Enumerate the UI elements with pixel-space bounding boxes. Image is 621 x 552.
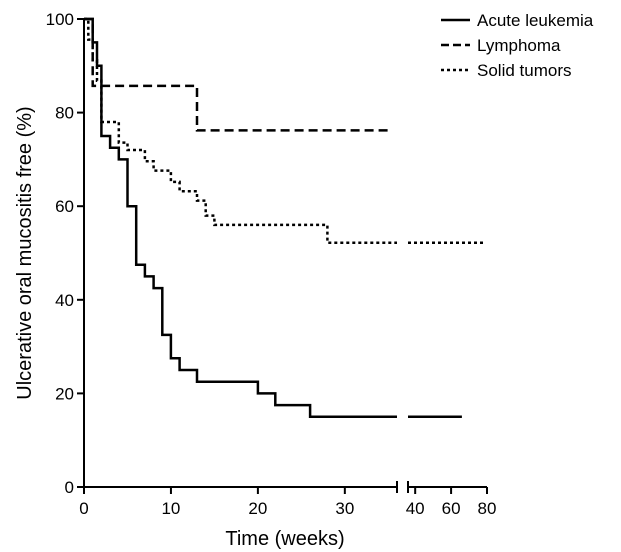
x-axis-title: Time (weeks) [225,528,344,550]
series-line-lymphoma [84,17,389,132]
x-tick-label: 30 [335,499,354,518]
x-tick-label: 40 [406,499,425,518]
x-tick-label: 0 [79,499,88,518]
series-lines [84,17,484,419]
series-line-solid-tumors [84,17,484,244]
legend-label: Lymphoma [477,36,561,55]
y-tick-label: 80 [55,104,74,123]
y-tick-label: 0 [65,478,74,497]
y-tick-label: 100 [46,10,74,29]
x-tick-label: 60 [442,499,461,518]
x-tick-label: 10 [161,499,180,518]
x-tick-label: 80 [478,499,497,518]
x-tick-label: 20 [248,499,267,518]
y-tick-label: 60 [55,197,74,216]
legend-label: Acute leukemia [477,11,594,30]
series-line-acute-leukemia [84,17,462,419]
legend-label: Solid tumors [477,61,571,80]
y-axis-title: Ulcerative oral mucositis free (%) [14,106,36,399]
y-tick-label: 20 [55,384,74,403]
y-tick-label: 40 [55,291,74,310]
axes: 0 20 40 60 80 100 0 10 20 30 40 60 80 [46,10,497,518]
legend: Acute leukemia Lymphoma Solid tumors [441,11,594,80]
